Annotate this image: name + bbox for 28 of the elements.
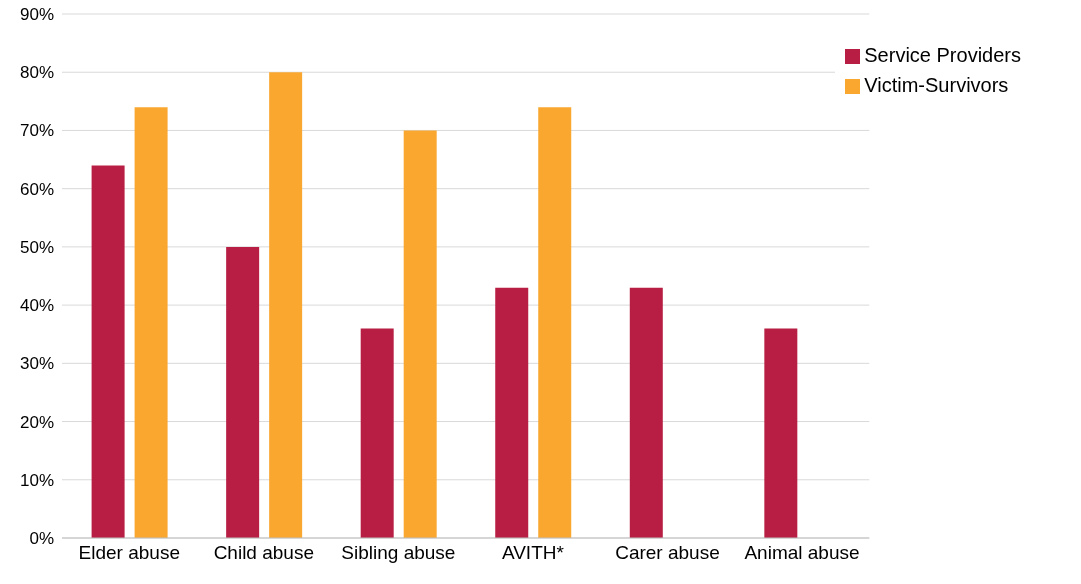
- x-tick-label: Carer abuse: [615, 542, 720, 564]
- x-tick-label: Elder abuse: [78, 542, 180, 564]
- y-tick-label: 70%: [19, 121, 54, 141]
- bar: [629, 287, 663, 538]
- y-tick-label: 50%: [19, 237, 54, 257]
- bar: [764, 328, 798, 538]
- x-tick-label: Sibling abuse: [341, 542, 456, 564]
- bar: [403, 130, 437, 538]
- y-tick-label: 0%: [29, 529, 54, 549]
- bar: [360, 328, 394, 538]
- legend-label: Victim-Survivors: [864, 74, 1009, 96]
- y-tick-label: 40%: [19, 296, 54, 316]
- bar: [134, 107, 168, 538]
- bar: [91, 165, 125, 538]
- y-tick-label: 90%: [19, 5, 54, 25]
- x-tick-label: AVITH*: [501, 542, 565, 564]
- y-tick-label: 10%: [19, 470, 54, 490]
- x-tick-label: Child abuse: [213, 542, 314, 564]
- x-tick-label: Animal abuse: [744, 542, 860, 564]
- bar: [226, 246, 260, 538]
- bar: [495, 287, 529, 538]
- y-tick-label: 80%: [19, 63, 54, 83]
- legend-label: Service Providers: [864, 44, 1021, 66]
- bar: [269, 72, 303, 538]
- y-tick-label: 60%: [19, 179, 54, 199]
- y-tick-label: 20%: [19, 412, 54, 432]
- y-tick-label: 30%: [19, 354, 54, 374]
- bar: [538, 107, 572, 538]
